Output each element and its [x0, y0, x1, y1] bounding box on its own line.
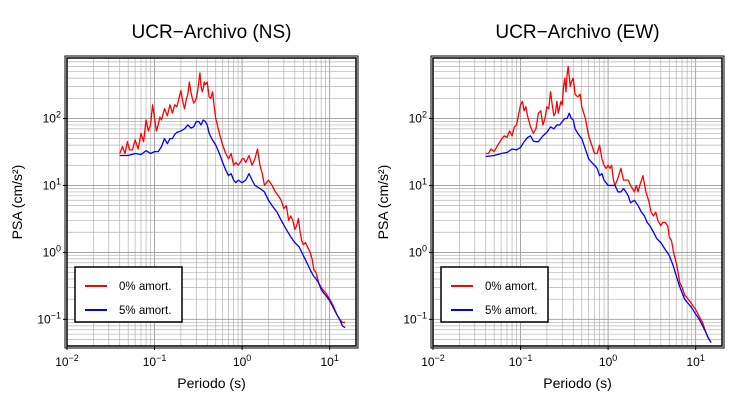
grid — [66, 57, 357, 347]
series-line-amort-0 — [119, 72, 346, 324]
y-tick-label: 10−1 — [37, 310, 61, 326]
x-tick-label: 10−2 — [421, 353, 445, 369]
series-line-amort-0 — [485, 65, 712, 343]
x-tick-label: 10−2 — [55, 353, 79, 369]
chart-panel-ew: 10−2 10−1 100 101 10−1 100 101 102 UCR−Archivo (… — [375, 22, 725, 391]
x-tick-label: 10−1 — [143, 353, 167, 369]
y-tick-label: 101 — [43, 176, 61, 192]
legend-label-amort-5: 5% amort. — [485, 305, 537, 317]
x-tick-label: 101 — [686, 353, 704, 369]
plot-frame-outer — [64, 55, 359, 349]
plot-frame — [432, 57, 723, 347]
x-tick-label: 101 — [320, 353, 338, 369]
legend-box — [74, 266, 183, 323]
x-axis-label: Periodo (s) — [543, 375, 611, 391]
y-tick-label: 100 — [409, 243, 427, 259]
plot-frame-outer — [430, 55, 725, 349]
series-line-amort-5 — [119, 119, 346, 329]
plot-frame — [66, 57, 357, 347]
legend: 0% amort. 5% amort. — [74, 266, 183, 323]
legend-label-amort-5: 5% amort. — [119, 305, 171, 317]
legend-label-amort-0: 0% amort. — [485, 281, 537, 293]
x-axis-label: Periodo (s) — [177, 375, 245, 391]
chart-title: UCR−Archivo (NS) — [132, 22, 292, 43]
y-tick-label: 100 — [43, 243, 61, 259]
legend: 0% amort. 5% amort. — [440, 266, 549, 323]
legend-label-amort-0: 0% amort. — [119, 281, 171, 293]
y-tick-label: 101 — [409, 176, 427, 192]
y-tick-label: 102 — [409, 109, 427, 125]
x-tick-label: 10−1 — [509, 353, 533, 369]
y-tick-label: 10−1 — [403, 310, 427, 326]
y-axis-label: PSA (cm/s²) — [375, 165, 391, 240]
chart-title: UCR−Archivo (EW) — [495, 22, 659, 43]
x-tick-label: 100 — [233, 353, 251, 369]
chart-panel-ns: 10−2 10−1 100 101 10−1 100 101 102 UCR−Archivo (… — [9, 22, 359, 391]
y-axis-label: PSA (cm/s²) — [9, 165, 25, 240]
series-line-amort-5 — [485, 112, 712, 343]
x-tick-label: 100 — [599, 353, 617, 369]
legend-box — [440, 266, 549, 323]
y-tick-label: 102 — [43, 109, 61, 125]
